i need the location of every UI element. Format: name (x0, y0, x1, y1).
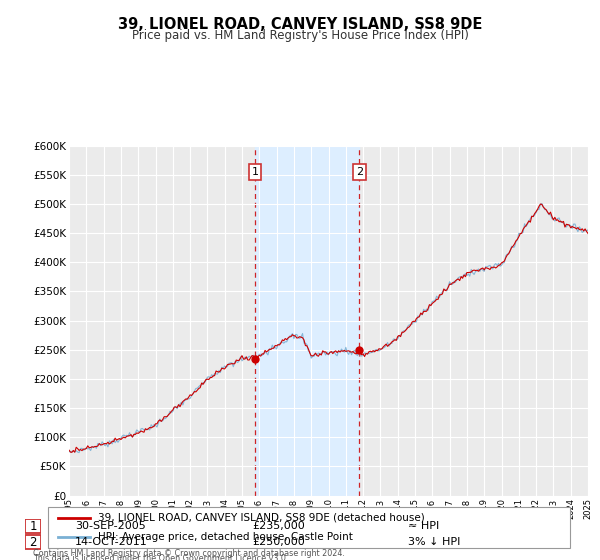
Text: Price paid vs. HM Land Registry's House Price Index (HPI): Price paid vs. HM Land Registry's House … (131, 29, 469, 42)
Text: 2: 2 (356, 167, 363, 177)
Text: 3% ↓ HPI: 3% ↓ HPI (408, 537, 460, 547)
Text: ≈ HPI: ≈ HPI (408, 521, 439, 531)
Text: Contains HM Land Registry data © Crown copyright and database right 2024.: Contains HM Land Registry data © Crown c… (33, 549, 345, 558)
Text: £250,000: £250,000 (252, 537, 305, 547)
Text: This data is licensed under the Open Government Licence v3.0.: This data is licensed under the Open Gov… (33, 554, 289, 560)
FancyBboxPatch shape (25, 535, 41, 549)
Text: 39, LIONEL ROAD, CANVEY ISLAND, SS8 9DE (detached house): 39, LIONEL ROAD, CANVEY ISLAND, SS8 9DE … (98, 513, 424, 523)
Text: 30-SEP-2005: 30-SEP-2005 (75, 521, 146, 531)
FancyBboxPatch shape (25, 519, 41, 534)
Text: 39, LIONEL ROAD, CANVEY ISLAND, SS8 9DE: 39, LIONEL ROAD, CANVEY ISLAND, SS8 9DE (118, 17, 482, 32)
Bar (255, 146, 359, 496)
Text: 2: 2 (29, 535, 37, 549)
Text: HPI: Average price, detached house, Castle Point: HPI: Average price, detached house, Cast… (98, 531, 352, 542)
FancyBboxPatch shape (48, 507, 570, 548)
Text: 1: 1 (251, 167, 259, 177)
Text: 1: 1 (29, 520, 37, 533)
Text: £235,000: £235,000 (252, 521, 305, 531)
Text: 14-OCT-2011: 14-OCT-2011 (75, 537, 148, 547)
